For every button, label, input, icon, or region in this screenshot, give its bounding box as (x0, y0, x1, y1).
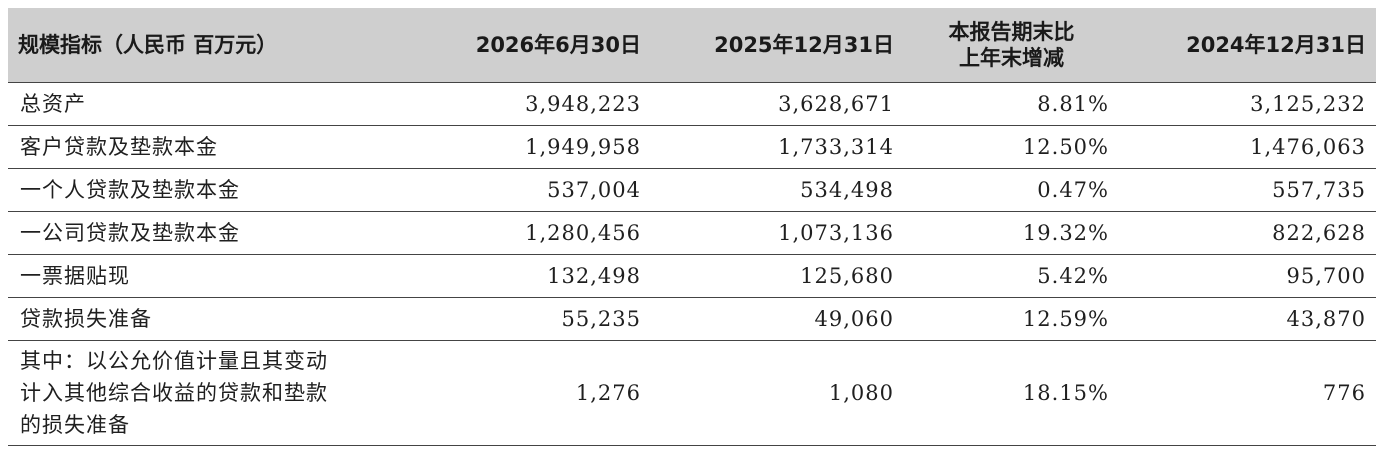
value-2025: 125,680 (651, 254, 904, 298)
value-2024: 1,476,063 (1119, 125, 1376, 169)
table-row: 贷款损失准备 55,235 49,060 12.59% 43,870 (8, 297, 1376, 341)
header-change-line2: 上年末增减 (959, 46, 1064, 70)
value-change: 12.50% (904, 125, 1119, 169)
table-row: 客户贷款及垫款本金 1,949,958 1,733,314 12.50% 1,4… (8, 125, 1376, 169)
value-2025: 1,080 (651, 340, 904, 446)
value-2025: 49,060 (651, 297, 904, 341)
row-label-line2: 计入其他综合收益的贷款和垫款 (20, 381, 328, 405)
value-change: 5.42% (904, 254, 1119, 298)
value-2025: 1,073,136 (651, 211, 904, 255)
scale-indicators-table: 规模指标（人民币 百万元） 2026年6月30日 2025年12月31日 本报告… (8, 8, 1376, 446)
header-date-2024-12-31: 2024年12月31日 (1119, 8, 1376, 83)
value-2026: 3,948,223 (426, 82, 651, 126)
table-row: 总资产 3,948,223 3,628,671 8.81% 3,125,232 (8, 82, 1376, 126)
value-change: 12.59% (904, 297, 1119, 341)
value-2025: 534,498 (651, 168, 904, 212)
value-change: 8.81% (904, 82, 1119, 126)
header-date-2026-06-30: 2026年6月30日 (426, 8, 651, 83)
value-2024: 3,125,232 (1119, 82, 1376, 126)
value-2026: 1,949,958 (426, 125, 651, 169)
value-2024: 43,870 (1119, 297, 1376, 341)
row-label-multiline: 其中：以公允价值计量且其变动 计入其他综合收益的贷款和垫款 的损失准备 (8, 340, 426, 446)
value-2025: 1,733,314 (651, 125, 904, 169)
header-row: 规模指标（人民币 百万元） 2026年6月30日 2025年12月31日 本报告… (8, 8, 1376, 83)
value-change: 19.32% (904, 211, 1119, 255)
value-2026: 1,276 (426, 340, 651, 446)
header-indicator: 规模指标（人民币 百万元） (8, 8, 426, 83)
row-label: 客户贷款及垫款本金 (8, 125, 426, 169)
header-change: 本报告期末比 上年末增减 (904, 8, 1119, 83)
value-2026: 55,235 (426, 297, 651, 341)
row-label: 一公司贷款及垫款本金 (8, 211, 426, 255)
row-label: 总资产 (8, 82, 426, 126)
table-body: 总资产 3,948,223 3,628,671 8.81% 3,125,232 … (8, 82, 1376, 446)
table-row: 一票据贴现 132,498 125,680 5.42% 95,700 (8, 254, 1376, 298)
financial-scale-table-container: 规模指标（人民币 百万元） 2026年6月30日 2025年12月31日 本报告… (8, 8, 1376, 446)
table-row-multiline: 其中：以公允价值计量且其变动 计入其他综合收益的贷款和垫款 的损失准备 1,27… (8, 340, 1376, 446)
row-label: 一个人贷款及垫款本金 (8, 168, 426, 212)
row-label-line3: 的损失准备 (20, 413, 130, 437)
row-label-line1: 其中：以公允价值计量且其变动 (20, 349, 328, 373)
table-row: 一公司贷款及垫款本金 1,280,456 1,073,136 19.32% 82… (8, 211, 1376, 255)
row-label: 贷款损失准备 (8, 297, 426, 341)
table-row: 一个人贷款及垫款本金 537,004 534,498 0.47% 557,735 (8, 168, 1376, 212)
value-2024: 822,628 (1119, 211, 1376, 255)
value-2024: 557,735 (1119, 168, 1376, 212)
value-2024: 95,700 (1119, 254, 1376, 298)
value-2026: 132,498 (426, 254, 651, 298)
value-2026: 1,280,456 (426, 211, 651, 255)
header-change-line1: 本报告期末比 (948, 20, 1075, 44)
row-label: 一票据贴现 (8, 254, 426, 298)
value-2026: 537,004 (426, 168, 651, 212)
table-header: 规模指标（人民币 百万元） 2026年6月30日 2025年12月31日 本报告… (8, 8, 1376, 83)
value-2025: 3,628,671 (651, 82, 904, 126)
value-change: 18.15% (904, 340, 1119, 446)
value-2024: 776 (1119, 340, 1376, 446)
value-change: 0.47% (904, 168, 1119, 212)
header-date-2025-12-31: 2025年12月31日 (651, 8, 904, 83)
